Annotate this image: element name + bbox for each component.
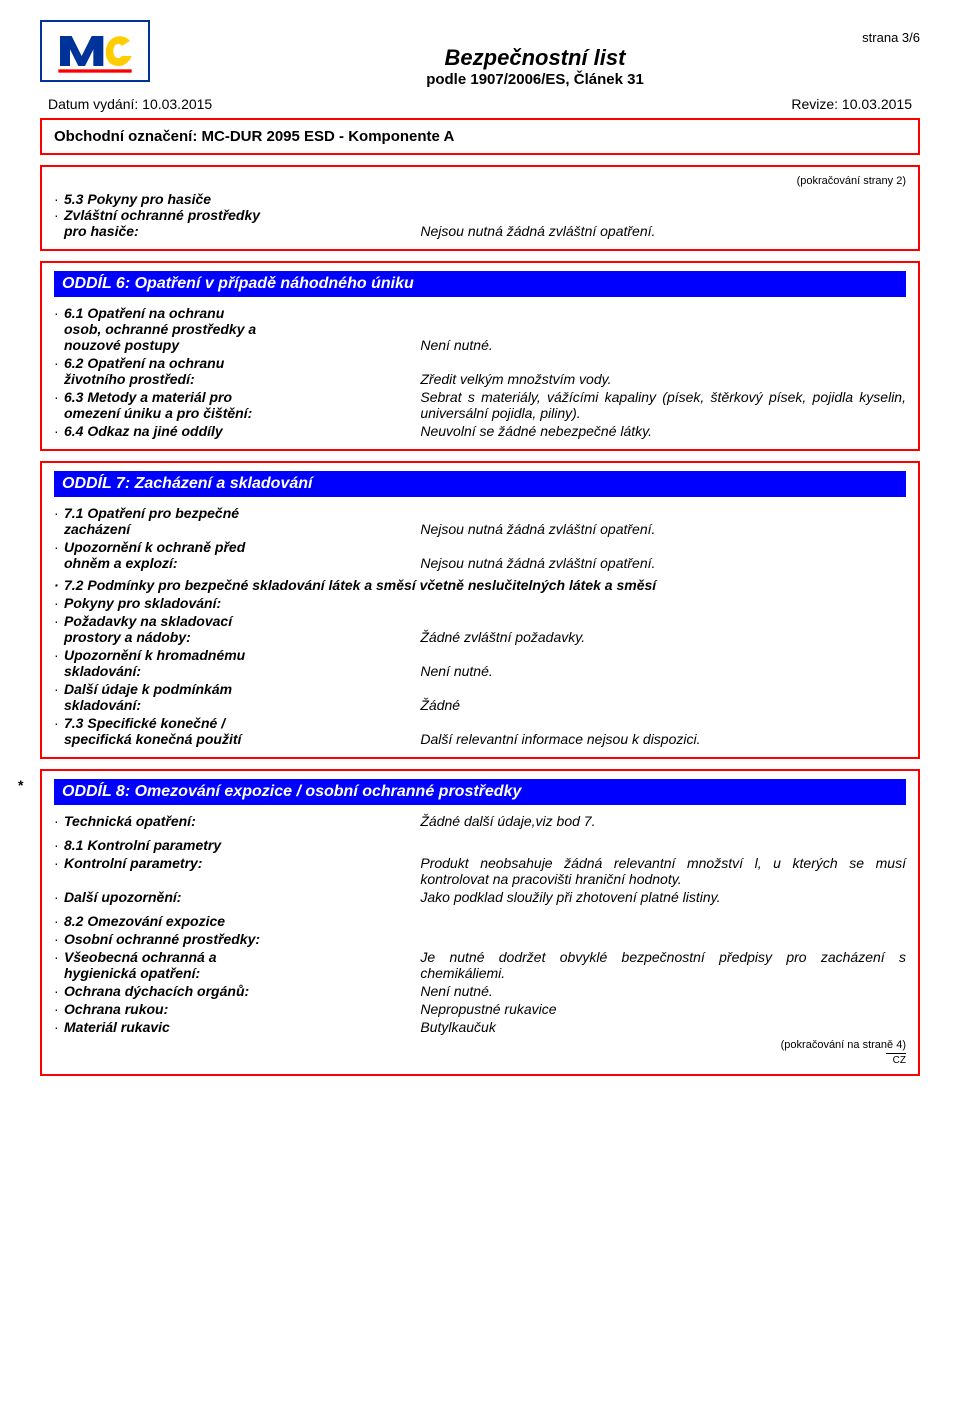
s6-v2: Zředit velkým množstvím vody. [420, 371, 611, 387]
s7-l1a: 7.1 Opatření pro bezpečné [64, 505, 239, 521]
s6-v3: Sebrat s materiály, vážícími kapaliny (p… [420, 389, 906, 421]
section8-box: ODDÍL 8: Omezování expozice / osobní och… [40, 769, 920, 1076]
change-star: * [18, 777, 23, 793]
trade-name-box: Obchodní označení: MC-DUR 2095 ESD - Kom… [40, 118, 920, 155]
s7-v1: Nejsou nutná žádná zvláštní opatření. [420, 521, 655, 537]
continuation-to: (pokračování na straně 4) [54, 1039, 906, 1051]
s8-v10: Butylkaučuk [420, 1019, 495, 1035]
s7-l5b: skladování: [64, 663, 141, 679]
s7-v2: Nejsou nutná žádná zvláštní opatření. [420, 555, 655, 571]
s6-l2a: 6.2 Opatření na ochranu [64, 355, 224, 371]
section6-heading: ODDÍL 6: Opatření v případě náhodného ún… [54, 271, 906, 297]
s7-72: 7.2 Podmínky pro bezpečné skladování lát… [64, 577, 656, 593]
s8-l7b: hygienická opatření: [64, 965, 200, 981]
logo [40, 20, 150, 82]
s8-v7: Je nutné dodržet obvyklé bezpečnostní př… [420, 949, 906, 981]
header: Bezpečnostní list podle 1907/2006/ES, Čl… [40, 20, 920, 88]
s5-l1c: pro hasiče: [64, 223, 139, 239]
s6-l3a: 6.3 Metody a materiál pro [64, 389, 232, 405]
s5-l1b: Zvláštní ochranné prostředky [64, 207, 260, 223]
revision-date: Revize: 10.03.2015 [791, 96, 912, 112]
s6-v1: Není nutné. [420, 337, 492, 353]
s7-l4b: prostory a nádoby: [64, 629, 191, 645]
s6-l3b: omezení úniku a pro čištění: [64, 405, 252, 421]
section7-box: ODDÍL 7: Zacházení a skladování ·7.1 Opa… [40, 461, 920, 759]
s7-l2a: Upozornění k ochraně před [64, 539, 245, 555]
s8-l1: Technická opatření: [64, 813, 196, 829]
s6-l1b: osob, ochranné prostředky a [64, 321, 256, 337]
s5-l1a: 5.3 Pokyny pro hasiče [64, 191, 211, 207]
s6-l2b: životního prostředí: [64, 371, 195, 387]
s6-v4: Neuvolní se žádné nebezpečné látky. [420, 423, 652, 439]
s7-v5: Není nutné. [420, 663, 492, 679]
s7-l3: Pokyny pro skladování: [64, 595, 221, 611]
trade-name: Obchodní označení: MC-DUR 2095 ESD - Kom… [54, 128, 454, 145]
s7-v7: Další relevantní informace nejsou k disp… [420, 731, 700, 747]
s8-v9: Nepropustné rukavice [420, 1001, 556, 1017]
meta-row: Datum vydání: 10.03.2015 Revize: 10.03.2… [40, 96, 920, 112]
s8-l3: Kontrolní parametry: [64, 855, 202, 871]
lang-code: CZ [886, 1053, 906, 1066]
s7-l7a: 7.3 Specifické konečné / [64, 715, 225, 731]
s6-l4: 6.4 Odkaz na jiné oddíly [64, 423, 223, 439]
s7-l4a: Požadavky na skladovací [64, 613, 232, 629]
s8-l2: 8.1 Kontrolní parametry [64, 837, 221, 853]
issue-date: Datum vydání: 10.03.2015 [48, 96, 212, 112]
section7-heading: ODDÍL 7: Zacházení a skladování [54, 471, 906, 497]
s6-l1c: nouzové postupy [64, 337, 179, 353]
s8-v1: Žádné další údaje,viz bod 7. [420, 813, 595, 829]
s8-l4: Další upozornění: [64, 889, 181, 905]
s7-l6a: Další údaje k podmínkám [64, 681, 232, 697]
doc-title: Bezpečnostní list [150, 45, 920, 71]
s8-l10: Materiál rukavic [64, 1019, 170, 1035]
s8-l5: 8.2 Omezování expozice [64, 913, 225, 929]
s7-v4: Žádné zvláštní požadavky. [420, 629, 585, 645]
section8-heading: ODDÍL 8: Omezování expozice / osobní och… [54, 779, 906, 805]
section5-cont-box: (pokračování strany 2) ·5.3 Pokyny pro h… [40, 165, 920, 251]
s7-l5a: Upozornění k hromadnému [64, 647, 245, 663]
s8-l9: Ochrana rukou: [64, 1001, 168, 1017]
s7-l1b: zacházení [64, 521, 130, 537]
s8-v3: Produkt neobsahuje žádná relevantní množ… [420, 855, 906, 887]
s7-l2b: ohněm a explozí: [64, 555, 178, 571]
s7-v6: Žádné [420, 697, 460, 713]
continuation-from: (pokračování strany 2) [54, 175, 906, 187]
s8-v4: Jako podklad sloužily při zhotovení plat… [420, 889, 720, 905]
s7-l6b: skladování: [64, 697, 141, 713]
s5-v1: Nejsou nutná žádná zvláštní opatření. [420, 223, 655, 239]
s8-l7a: Všeobecná ochranná a [64, 949, 217, 965]
s8-l6: Osobní ochranné prostředky: [64, 931, 260, 947]
s6-l1a: 6.1 Opatření na ochranu [64, 305, 224, 321]
doc-subtitle: podle 1907/2006/ES, Článek 31 [150, 71, 920, 88]
s7-l7b: specifická konečná použití [64, 731, 241, 747]
s8-v8: Není nutné. [420, 983, 492, 999]
s8-l8: Ochrana dýchacích orgánů: [64, 983, 249, 999]
section6-box: ODDÍL 6: Opatření v případě náhodného ún… [40, 261, 920, 451]
page-number: strana 3/6 [862, 30, 920, 45]
